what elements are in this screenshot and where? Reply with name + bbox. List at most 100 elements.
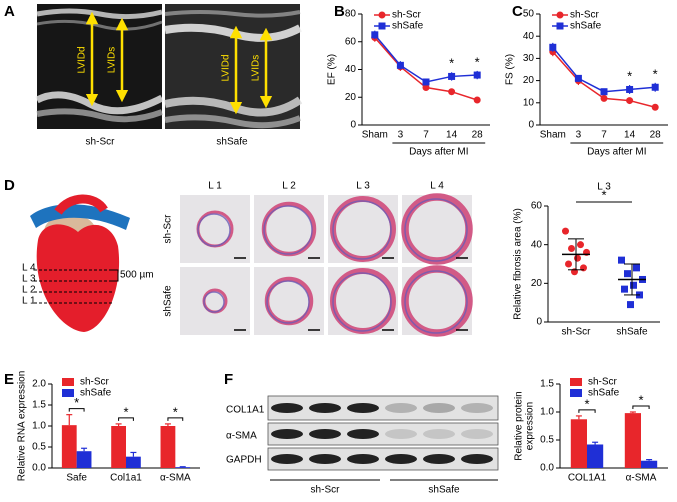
y-tick-label: 0 — [536, 317, 542, 328]
blot-band — [385, 429, 417, 439]
x-tick-label: 14 — [624, 130, 636, 141]
protein-label: GAPDH — [226, 455, 262, 466]
legend-label: sh-Scr — [392, 10, 422, 21]
data-point — [396, 61, 404, 69]
histology-grid: L 1 L 2 L 3 L 4 sh-Scr shSafe — [163, 181, 473, 337]
y-tick-label: 0 — [350, 120, 356, 131]
x-axis-label: Days after MI — [587, 147, 646, 158]
blot-band — [309, 429, 341, 439]
x-tick-label: COL1A1 — [568, 473, 607, 484]
legend-swatch — [570, 389, 582, 397]
y-tick-label: 60 — [531, 201, 543, 212]
bar — [76, 451, 92, 468]
level-label: L 3 — [22, 274, 36, 285]
data-point — [571, 268, 578, 276]
bar — [570, 419, 587, 468]
y-tick-label: 1.0 — [32, 421, 46, 432]
x-tick-label: 7 — [601, 130, 607, 141]
significance-star: * — [627, 68, 632, 83]
legend-label: shSafe — [80, 388, 112, 399]
x-tick-label: 28 — [472, 130, 484, 141]
y-axis-label: FS (%) — [505, 54, 516, 85]
data-point — [549, 43, 557, 51]
group-label: shSafe — [428, 485, 460, 496]
tissue-ring — [266, 280, 310, 324]
heart-diagram: L 4 L 3 L 2 L 1 500 µm — [22, 194, 154, 332]
y-tick-label: 50 — [523, 9, 535, 20]
level-header: L 4 — [430, 181, 444, 192]
tissue-ring — [332, 200, 392, 260]
echo-measure: LVIDd — [77, 46, 88, 73]
y-tick-label: 2.0 — [32, 379, 46, 390]
y-tick-label: 20 — [531, 278, 543, 289]
blot-strip — [267, 422, 499, 446]
spacing-label: 500 µm — [120, 270, 154, 281]
y-tick-label: 80 — [345, 9, 357, 20]
y-axis-label: Relative protein — [514, 391, 525, 460]
tissue-ring — [203, 291, 225, 313]
echo-measure: LVIDd — [221, 54, 232, 81]
y-axis-label: Relative fibrosis area (%) — [513, 208, 524, 320]
legend-label: sh-Scr — [80, 377, 110, 388]
echo-measure: LVIDs — [107, 47, 118, 74]
x-tick-label: Sham — [362, 130, 388, 141]
legend-marker — [378, 22, 386, 30]
data-point — [626, 85, 634, 93]
blot-strip — [267, 447, 499, 471]
protein-label: α-SMA — [226, 431, 257, 442]
data-point — [473, 96, 481, 104]
legend-label: shSafe — [588, 388, 620, 399]
level-header: L 1 — [208, 181, 222, 192]
x-tick-label: 3 — [398, 130, 404, 141]
significance-star: * — [638, 392, 643, 407]
blot-band — [385, 454, 417, 464]
y-tick-label: 10 — [523, 97, 535, 108]
significance-bracket — [118, 417, 134, 421]
bar — [587, 444, 604, 468]
echo-images: LVIDd LVIDs LVIDd LVIDs sh-Scr shSafe — [35, 4, 303, 148]
blot-band — [385, 403, 417, 413]
y-tick-label: 0 — [528, 120, 534, 131]
y-tick-label: 0.0 — [540, 463, 554, 474]
blot-band — [461, 403, 493, 413]
panel-letter: A — [4, 3, 15, 20]
y-tick-label: 40 — [345, 64, 357, 75]
level-header: L 2 — [282, 181, 296, 192]
legend-marker — [556, 11, 564, 19]
y-tick-label: 0.0 — [32, 463, 46, 474]
data-point — [422, 84, 430, 92]
legend-marker — [378, 11, 386, 19]
echo-measure: LVIDs — [251, 55, 262, 82]
data-point — [626, 97, 634, 105]
significance-star: * — [173, 404, 178, 419]
legend-label: sh-Scr — [588, 377, 618, 388]
level-header: L 3 — [356, 181, 370, 192]
x-tick-label: 28 — [650, 130, 662, 141]
tissue-ring — [404, 198, 468, 262]
significance-bracket — [578, 409, 596, 413]
tissue-ring — [332, 272, 392, 332]
data-point — [621, 285, 628, 293]
data-point — [600, 94, 608, 102]
data-point — [577, 241, 584, 249]
level-label: L 2 — [22, 285, 36, 296]
data-point — [574, 74, 582, 82]
significance-star: * — [601, 187, 606, 202]
legend-swatch — [570, 378, 582, 386]
histology-image — [328, 267, 398, 335]
data-point — [618, 256, 625, 264]
y-tick-label: 0.5 — [540, 435, 554, 446]
echo-group-label: shSafe — [216, 137, 248, 148]
significance-star: * — [449, 56, 454, 71]
x-tick-label: shSafe — [616, 327, 648, 338]
blot-band — [347, 454, 379, 464]
significance-star: * — [653, 66, 658, 81]
data-point — [630, 281, 637, 289]
data-point — [651, 103, 659, 111]
bar — [641, 460, 658, 468]
x-axis-label: Days after MI — [409, 147, 468, 158]
series-line — [374, 34, 478, 83]
y-tick-label: 1.0 — [540, 407, 554, 418]
data-point — [624, 270, 631, 278]
x-tick-label: α-SMA — [160, 473, 191, 484]
